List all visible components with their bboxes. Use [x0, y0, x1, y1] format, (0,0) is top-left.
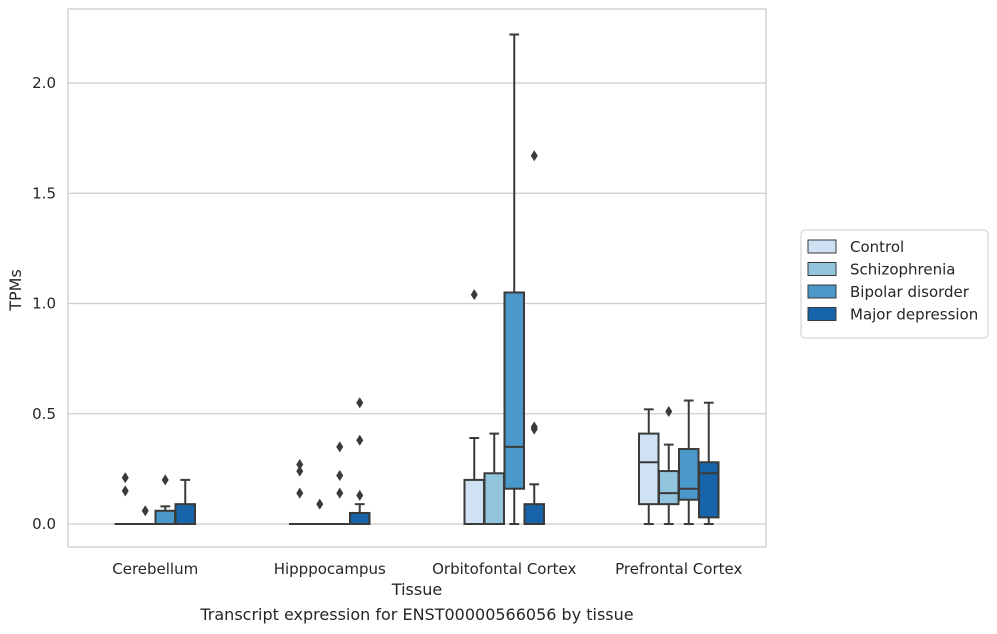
box-major-depression — [174, 478, 196, 525]
box-body — [698, 461, 720, 519]
legend-swatch — [807, 262, 837, 276]
box-schizophrenia — [134, 505, 156, 526]
box-body — [463, 478, 485, 525]
x-axis-ticks: Cerebellum Hipppocampus Orbitofontal Corte… — [112, 560, 742, 578]
legend-swatch — [807, 284, 837, 299]
box-bipolar-disorder — [329, 441, 351, 526]
box-body — [483, 472, 505, 526]
box-control — [289, 458, 311, 526]
box-body — [349, 511, 371, 525]
grid-lines — [68, 82, 766, 525]
box-schizophrenia — [309, 498, 331, 526]
box-schizophrenia — [483, 432, 505, 526]
outlier-point — [336, 487, 344, 499]
box-control — [463, 289, 485, 525]
legend-label: Schizophrenia — [850, 261, 955, 279]
outlier-point — [141, 505, 149, 517]
outlier-point — [121, 472, 129, 484]
plot-frame — [67, 8, 767, 548]
box-body — [174, 503, 196, 525]
outlier-point — [161, 474, 169, 486]
outlier-point — [470, 289, 478, 301]
y-tick-label: 2.0 — [32, 74, 56, 92]
box-control — [638, 408, 660, 525]
outlier-point — [296, 465, 304, 477]
outlier-point — [356, 434, 364, 446]
box-major-depression — [349, 397, 371, 525]
legend-frame — [800, 229, 989, 339]
box-body — [503, 291, 525, 490]
legend-swatch — [807, 239, 837, 254]
outlier-point — [121, 485, 129, 497]
x-axis-label: Tissue — [391, 580, 442, 599]
outlier-point — [530, 150, 538, 162]
box-bipolar-disorder — [154, 474, 176, 525]
x-tick-label: Hipppocampus — [274, 560, 386, 578]
legend: Control Schizophrenia Bipolar disorder Majo… — [800, 229, 989, 339]
outlier-point — [356, 489, 364, 501]
outlier-point — [336, 441, 344, 453]
box-major-depression — [698, 401, 720, 525]
legend-label: Major depression — [850, 306, 978, 324]
legend-swatch — [807, 307, 837, 321]
x-tick-label: Cerebellum — [112, 560, 198, 578]
box-body — [658, 470, 680, 506]
y-tick-label: 0.5 — [32, 405, 56, 423]
y-axis-label: TPMs — [6, 269, 25, 312]
outlier-point — [316, 498, 324, 510]
outlier-point — [530, 423, 538, 435]
x-tick-label: Prefrontal Cortex — [615, 560, 742, 578]
legend-label: Control — [850, 238, 904, 256]
box-plot-series — [114, 33, 720, 526]
box-bipolar-disorder — [678, 399, 700, 525]
outlier-point — [296, 487, 304, 499]
legend-label: Bipolar disorder — [850, 283, 970, 301]
y-axis-ticks: 0.0 0.5 1.0 1.5 2.0 — [32, 74, 56, 533]
y-tick-label: 0.0 — [32, 515, 56, 533]
y-tick-label: 1.0 — [32, 295, 56, 313]
outlier-point — [296, 458, 304, 470]
outlier-point — [665, 406, 673, 418]
box-body — [678, 448, 700, 501]
box-body — [638, 432, 660, 506]
box-body — [154, 509, 176, 525]
outlier-point — [336, 469, 344, 481]
box-control — [114, 472, 136, 526]
y-tick-label: 1.5 — [32, 184, 56, 202]
box-body — [523, 503, 545, 525]
outlier-point — [356, 397, 364, 409]
box-schizophrenia — [658, 406, 680, 525]
figure-caption: Transcript expression for ENST0000056605… — [200, 605, 634, 624]
x-tick-label: Orbitofontal Cortex — [432, 560, 576, 578]
box-major-depression — [523, 150, 545, 525]
box-bipolar-disorder — [503, 33, 525, 525]
